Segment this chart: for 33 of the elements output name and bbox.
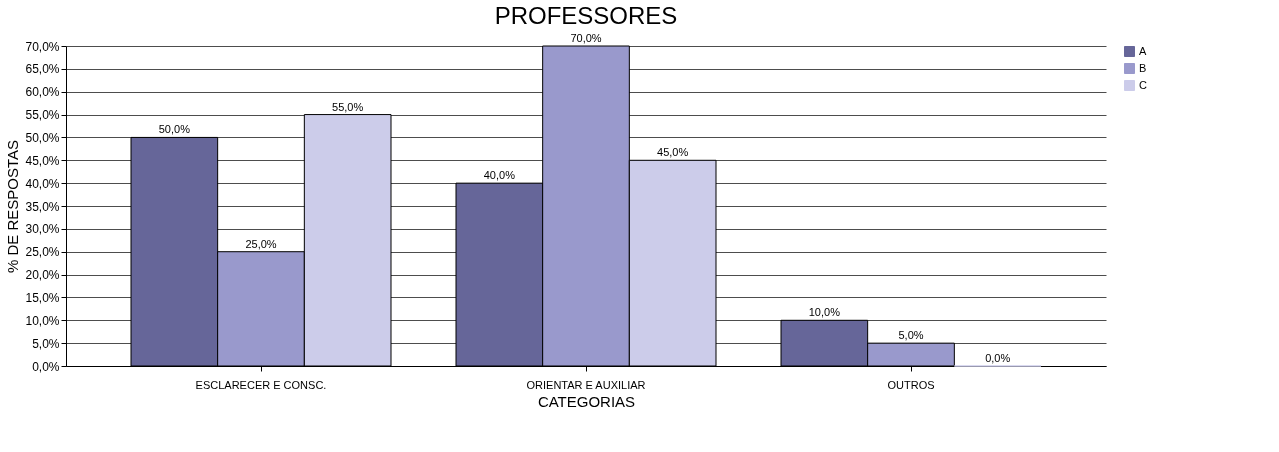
data-label: 40,0% [483, 169, 516, 182]
y-tick-label: 10,0% [25, 313, 60, 328]
y-tick-label: 65,0% [25, 62, 60, 77]
data-label: 50,0% [158, 123, 191, 136]
y-tick-label: 25,0% [25, 245, 60, 260]
y-tick-label: 5,0% [32, 336, 60, 351]
x-tick-label: ESCLARECER E CONSC. [195, 378, 327, 391]
data-label: 70,0% [570, 32, 602, 44]
y-axis-title: % DE RESPOSTAS [4, 139, 22, 274]
y-tick-label: 35,0% [25, 199, 60, 214]
legend-label: A [1139, 44, 1147, 57]
x-axis-title: CATEGORIAS [537, 392, 636, 410]
data-label: 45,0% [657, 146, 689, 159]
y-tick-label: 50,0% [25, 130, 60, 145]
y-tick-label: 30,0% [25, 222, 60, 237]
legend-label: C [1139, 78, 1147, 91]
chart-title: PROFESSORES [494, 2, 678, 29]
y-tick-label: 55,0% [25, 108, 60, 123]
x-tick-label: OUTROS [887, 378, 935, 391]
y-tick-label: 70,0% [25, 39, 60, 54]
y-tick-label: 20,0% [25, 268, 60, 283]
y-tick-label: 0,0% [32, 359, 60, 374]
data-label: 5,0% [898, 329, 924, 342]
data-label: 0,0% [985, 352, 1011, 364]
y-tick-label: 60,0% [25, 85, 60, 100]
legend-label: B [1139, 61, 1147, 74]
y-tick-label: 45,0% [25, 153, 60, 168]
data-label: 10,0% [808, 306, 841, 319]
x-tick-label: ORIENTAR E AUXILIAR [526, 378, 646, 391]
data-label: 25,0% [245, 237, 277, 250]
data-label: 55,0% [332, 100, 364, 113]
y-tick-label: 15,0% [25, 290, 60, 305]
y-tick-label: 40,0% [25, 176, 60, 191]
